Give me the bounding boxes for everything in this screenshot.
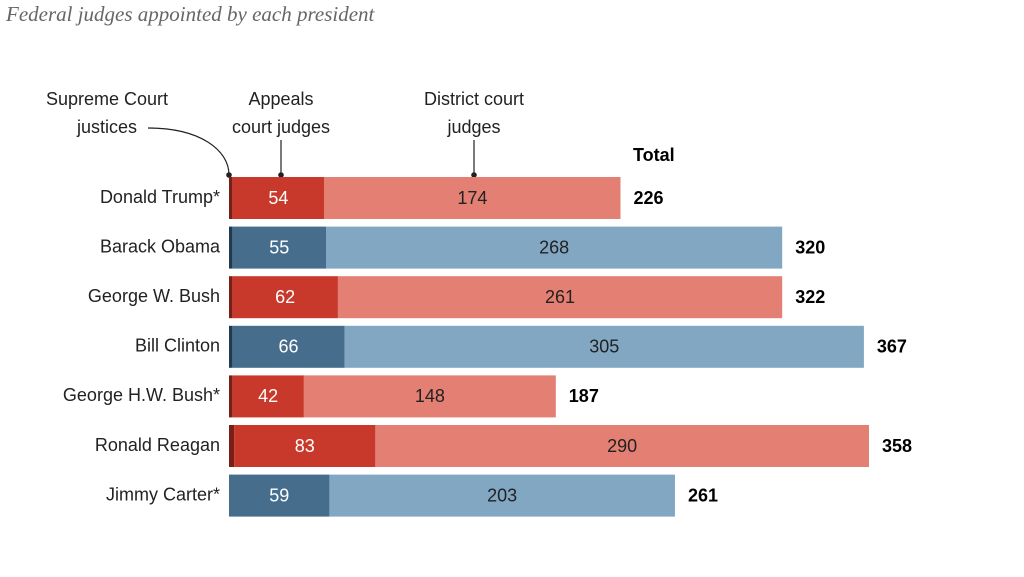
annotation: court judges: [232, 117, 330, 137]
category-label: Barack Obama: [100, 236, 221, 256]
leader-line: [147, 127, 230, 176]
bar-segment: [229, 177, 233, 219]
total-label: 358: [882, 436, 912, 456]
total-label: 367: [877, 337, 907, 357]
total-label: 322: [795, 287, 825, 307]
total-header: Total: [633, 145, 675, 165]
value-label: 261: [545, 287, 575, 307]
total-label: 226: [633, 188, 663, 208]
leader-dot: [226, 172, 232, 178]
total-label: 261: [688, 485, 718, 505]
value-label: 42: [258, 386, 278, 406]
value-label: 83: [295, 436, 315, 456]
total-label: 320: [795, 237, 825, 257]
bar-segment: [232, 375, 304, 418]
category-label: George H.W. Bush*: [63, 385, 220, 405]
value-label: 55: [269, 237, 289, 257]
annotation: judges: [446, 117, 500, 137]
category-label: Bill Clinton: [135, 336, 220, 356]
annotation: Appeals: [248, 89, 313, 109]
annotation: District court: [424, 89, 524, 109]
category-label: Jimmy Carter*: [106, 484, 220, 504]
value-label: 148: [415, 386, 445, 406]
bar-segment: [329, 474, 675, 517]
annotation: Supreme Court: [46, 89, 168, 109]
bar-segment: [232, 276, 338, 319]
bar-segment: [229, 325, 233, 368]
bar-segment: [234, 425, 376, 467]
value-label: 305: [589, 337, 619, 357]
value-label: 59: [269, 485, 289, 505]
bar-segment: [229, 425, 235, 467]
bar-segment: [229, 474, 330, 517]
category-label: Donald Trump*: [100, 187, 220, 207]
value-label: 290: [607, 436, 637, 456]
bar-segment: [337, 276, 783, 319]
bar-segment: [324, 177, 621, 219]
bar-segment: [229, 375, 233, 418]
bar-segment: [375, 425, 869, 467]
bar-segment: [232, 177, 325, 219]
category-label: George W. Bush: [88, 286, 220, 306]
leader-dot: [278, 172, 284, 178]
bar-segment: [229, 276, 233, 319]
value-label: 54: [268, 188, 288, 208]
total-label: 187: [569, 386, 599, 406]
bar-segment: [344, 325, 864, 368]
value-label: 62: [275, 287, 295, 307]
bar-segment: [229, 226, 233, 269]
value-label: 268: [539, 237, 569, 257]
chart-title: Federal judges appointed by each preside…: [5, 2, 376, 26]
value-label: 66: [279, 337, 299, 357]
bar-segment: [232, 226, 327, 269]
bar-segment: [326, 226, 783, 269]
value-label: 203: [487, 485, 517, 505]
annotation: justices: [76, 117, 137, 137]
bar-segment: [303, 375, 556, 418]
leader-dot: [471, 172, 477, 178]
category-label: Ronald Reagan: [95, 435, 220, 455]
value-label: 174: [457, 188, 487, 208]
bar-segment: [232, 325, 345, 368]
